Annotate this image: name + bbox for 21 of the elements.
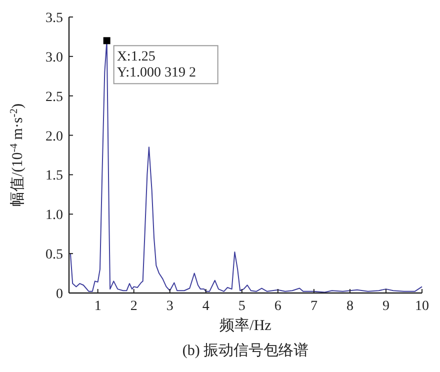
x-tick-label: 8 [346, 299, 354, 314]
y-tick-label: 2.5 [46, 90, 63, 105]
y-tick-label: 1.0 [46, 208, 63, 224]
text: (b) 振动信号包络谱 [182, 342, 309, 359]
x-axis-title: 频率/Hz [220, 317, 272, 334]
x-tick-label: 4 [202, 299, 210, 314]
y-tick-label: 0.5 [46, 248, 63, 263]
x-tick-label: 3 [166, 299, 174, 314]
y-tick-label: 1.5 [46, 168, 63, 184]
y-tick-label: 2.0 [46, 129, 63, 144]
x-tick-label: 9 [382, 299, 390, 314]
x-tick-label: 6 [274, 299, 282, 314]
annotation: X:1.25 Y:1.000 319 2 [116, 50, 196, 81]
y-tick-label: 0 [56, 287, 63, 302]
x-tick-label: 10 [415, 299, 429, 314]
y-tick-label: 3.0 [46, 50, 63, 66]
x-tick-label: 7 [310, 299, 318, 314]
x-tick-label: 2 [130, 299, 138, 314]
x-tick-label: 1 [94, 299, 102, 314]
x-tick-label: 5 [238, 299, 246, 314]
y-tick-label: 3.5 [46, 11, 63, 26]
